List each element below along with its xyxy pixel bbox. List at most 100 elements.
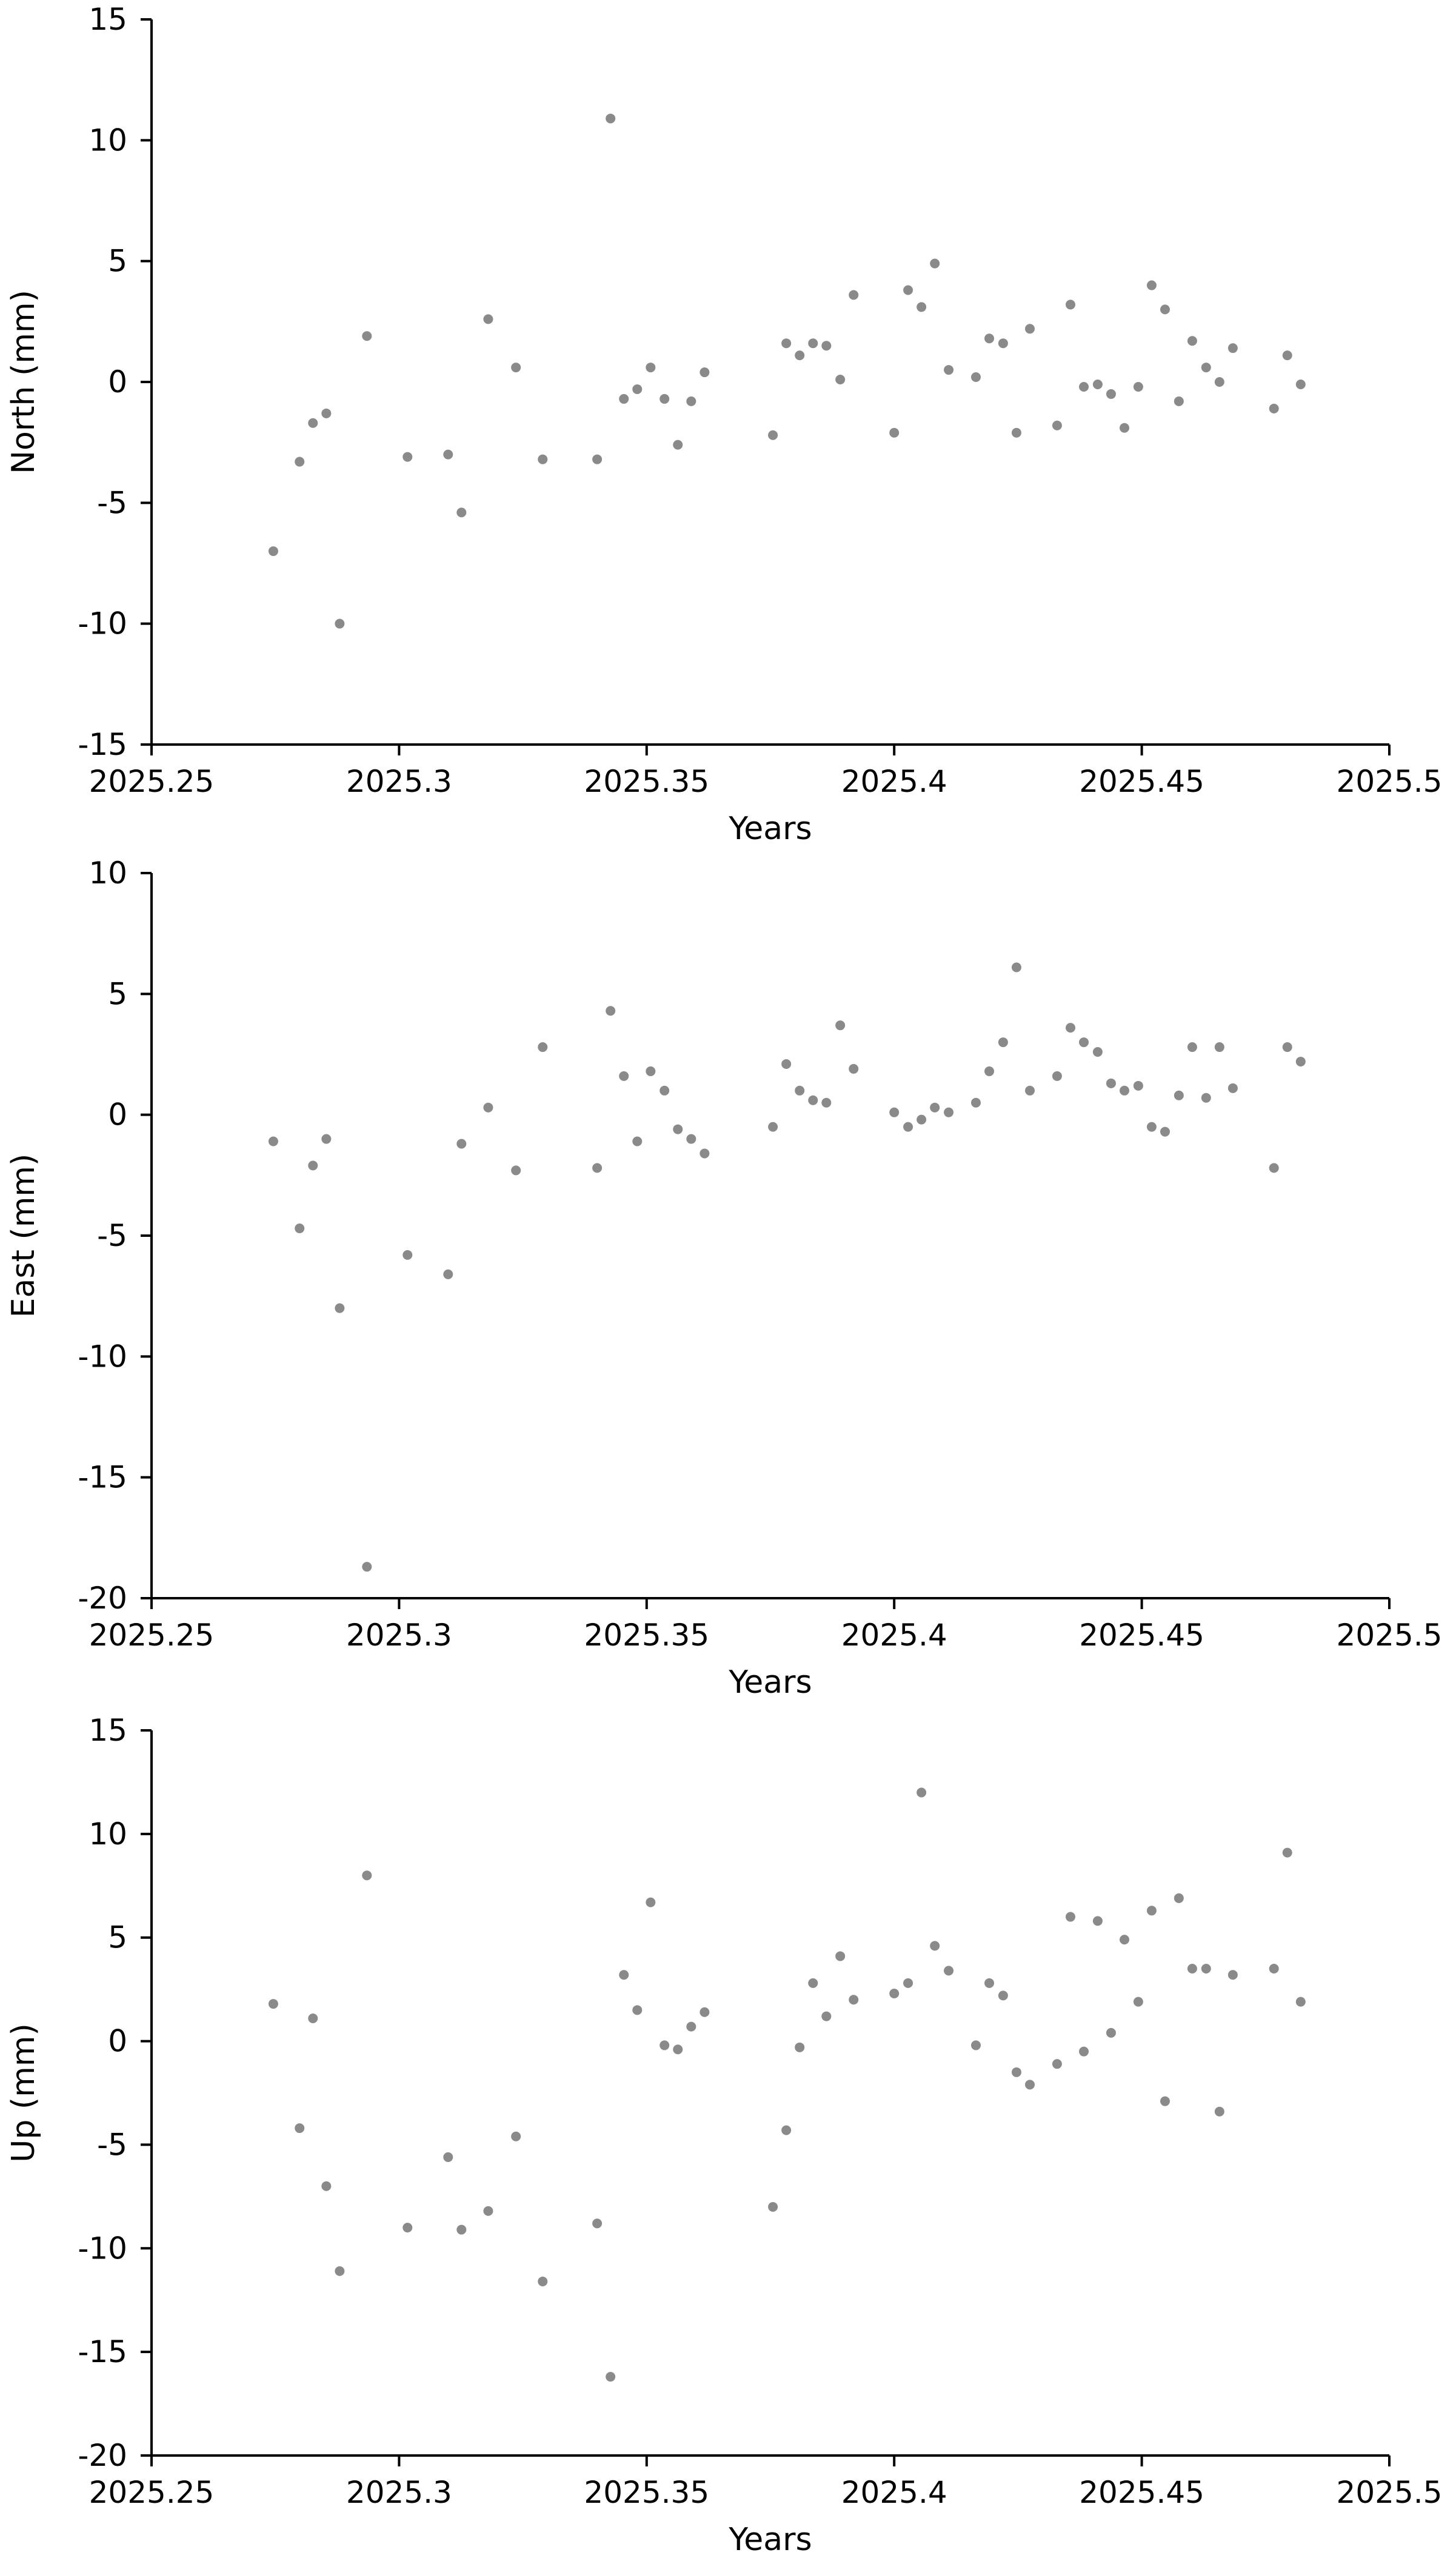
up-data-point [443,2152,453,2162]
north-data-point [1079,381,1089,392]
north-data-point [1269,403,1279,413]
up-y-tick-label: 15 [88,1713,127,1748]
north-data-point [308,418,318,428]
east-data-point [1214,1042,1224,1053]
east-data-point [1174,1090,1184,1100]
north-x-tick-label: 2025.5 [1337,764,1443,799]
up-data-point [1092,1916,1103,1926]
north-data-point [1092,379,1103,389]
north-data-point [619,393,629,404]
up-data-point [1282,1847,1292,1858]
east-data-point [1011,962,1021,973]
north-data-point [781,338,792,349]
north-data-point [1201,363,1211,373]
up-y-tick-label: -15 [78,2334,127,2369]
up-data-point [984,1978,995,1988]
east-x-tick-label: 2025.5 [1337,1618,1443,1653]
north-data-point [1133,381,1143,392]
north-data-point [538,454,548,464]
up-data-point [970,2040,981,2050]
up-data-point [1295,1997,1306,2007]
north-data-point [1011,427,1021,438]
east-data-point [849,1063,859,1074]
up-x-tick-label: 2025.45 [1079,2475,1204,2510]
north-data-point [917,302,927,312]
up-data-point [944,1966,954,1976]
up-data-point [606,2372,616,2382]
up-data-point [483,2206,493,2216]
east-data-point [835,1020,846,1031]
up-data-point [295,2123,305,2134]
north-data-point [849,290,859,300]
up-data-point [1187,1963,1197,1973]
north-data-point [268,546,278,557]
up-data-point [903,1978,913,1988]
north-data-point [673,440,683,450]
north-data-point [998,338,1008,349]
up-data-point [511,2131,521,2141]
up-data-point [835,1951,846,1961]
north-y-tick-label: 15 [88,2,127,37]
up-data-point [402,2223,413,2233]
north-data-point [1295,379,1306,389]
up-y-tick-label: 10 [88,1816,127,1852]
up-data-point [1160,2096,1170,2106]
north-x-tick-label: 2025.35 [584,764,709,799]
up-data-point [998,1990,1008,2001]
east-y-tick-label: 10 [88,855,127,891]
north-y-axis-title: North (mm) [5,290,42,474]
east-data-point [1025,1085,1035,1096]
up-data-point [268,1999,278,2009]
east-y-tick-label: -15 [78,1460,127,1495]
east-data-point [1092,1047,1103,1057]
east-data-point [795,1085,805,1096]
east-x-tick-label: 2025.3 [346,1618,452,1653]
east-y-tick-label: 5 [108,976,127,1011]
north-points [268,113,1306,629]
east-y-tick-label: 0 [108,1097,127,1133]
east-data-point [606,1006,616,1016]
north-data-point [1174,396,1184,406]
east-y-tick-label: -5 [97,1218,127,1253]
north-data-point [456,507,467,518]
up-data-point [1227,1970,1238,1980]
up-data-point [1011,2067,1021,2077]
up-data-point [700,2007,710,2017]
east-data-point [970,1097,981,1108]
east-data-point [1295,1056,1306,1066]
north-data-point [1227,343,1238,353]
east-data-point [443,1269,453,1279]
up-y-tick-label: 5 [108,1920,127,1955]
north-data-point [903,285,913,295]
up-data-point [1269,1963,1279,1973]
north-data-point [1146,280,1157,290]
north-y-tick-label: 10 [88,122,127,158]
east-data-point [686,1134,696,1144]
north-data-point [335,618,345,629]
up-y-tick-label: -10 [78,2231,127,2266]
north-data-point [1120,423,1130,433]
east-data-point [1106,1078,1116,1088]
north-data-point [686,396,696,406]
east-data-point [998,1037,1008,1048]
up-points [268,1787,1306,2382]
east-data-point [984,1066,995,1076]
north-data-point [632,384,643,394]
north-data-point [970,372,981,383]
east-data-point [362,1562,372,1572]
east-data-point [768,1122,778,1132]
east-data-point [592,1163,603,1173]
north-data-point [1106,389,1116,399]
east-x-tick-label: 2025.45 [1079,1618,1204,1653]
up-data-point [1146,1906,1157,1916]
north-data-point [606,113,616,124]
up-x-tick-label: 2025.35 [584,2475,709,2510]
up-data-point [362,1870,372,1881]
up-data-point [538,2276,548,2286]
east-y-axis-title: East (mm) [5,1154,42,1318]
east-data-point [903,1122,913,1132]
up-data-point [686,2021,696,2032]
up-data-point [1025,2080,1035,2090]
north-data-point [1065,300,1075,310]
north-data-point [835,375,846,385]
